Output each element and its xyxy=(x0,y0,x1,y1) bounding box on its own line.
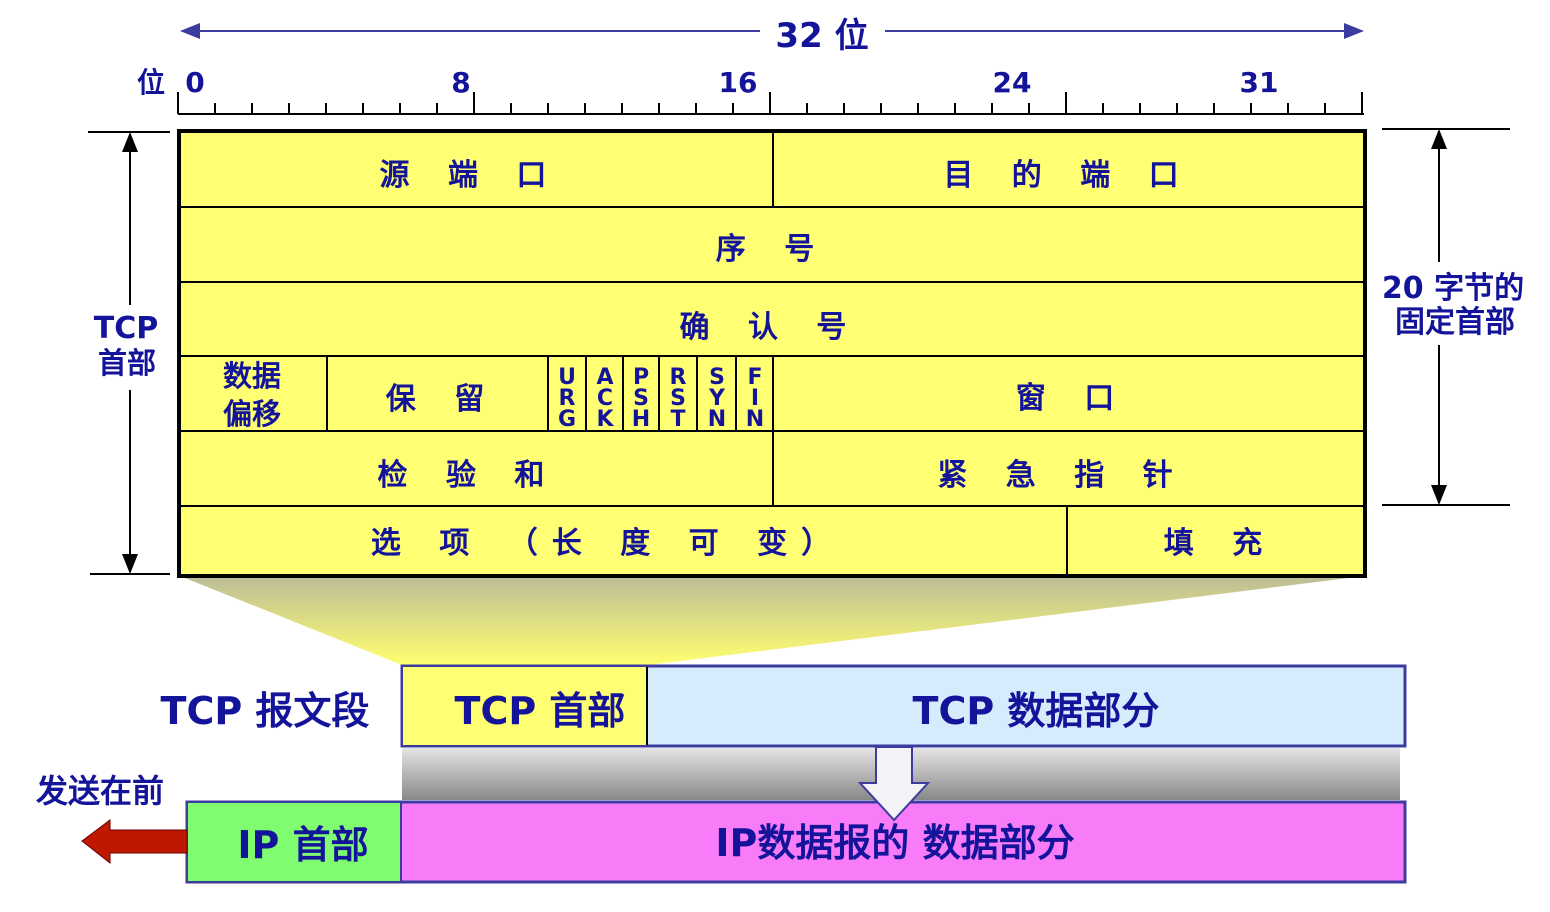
tick-label-16: 16 xyxy=(719,66,758,99)
field-options: 选 项 （长 度 可 变） xyxy=(371,526,845,561)
ip-header: IP 首部 xyxy=(237,823,368,867)
field-checksum: 检 验 和 xyxy=(378,458,559,493)
ip-data: IP数据报的 数据部分 xyxy=(715,821,1074,865)
tcp-header-table xyxy=(177,129,1367,578)
flag-letter: S xyxy=(633,386,649,411)
field-ack-number: 确 认 号 xyxy=(680,310,861,345)
flag-letter: S xyxy=(670,386,686,411)
fixed-header-extent: 20 字节的 固定首部 xyxy=(1382,128,1524,506)
field-data-offset-line2: 偏移 xyxy=(223,397,281,431)
flag-letter: C xyxy=(597,386,613,411)
field-sequence-number: 序 号 xyxy=(716,232,828,267)
field-window: 窗 口 xyxy=(1016,381,1128,416)
tcp-segment-label: TCP 报文段 xyxy=(161,689,370,733)
flag-letter: S xyxy=(709,365,725,390)
send-direction-arrow-icon xyxy=(81,819,188,865)
flag-letter: F xyxy=(747,365,762,390)
flag-letter: Y xyxy=(708,386,726,411)
flag-letter: N xyxy=(708,407,726,432)
flag-letter: U xyxy=(558,365,576,390)
field-dest-port: 目 的 端 口 xyxy=(943,158,1192,193)
flag-letter: G xyxy=(558,407,576,432)
flag-letter: P xyxy=(633,365,649,390)
zoom-funnel xyxy=(180,576,1365,665)
field-source-port: 源 端 口 xyxy=(380,158,561,193)
width-label: 32 位 xyxy=(775,16,868,56)
fixed-header-label-line2: 固定首部 xyxy=(1395,305,1515,340)
field-data-offset-line1: 数据 xyxy=(223,359,281,393)
field-reserved: 保 留 xyxy=(386,382,498,417)
flag-letter: R xyxy=(670,365,687,390)
flag-letter: T xyxy=(670,407,685,432)
bit-ruler: 位 0 8 16 24 31 xyxy=(137,66,1364,115)
tcp-segment-data: TCP 数据部分 xyxy=(913,689,1160,733)
header-field-labels: 源 端 口 目 的 端 口 序 号 确 认 号 数据 偏移 保 留 窗 口 检 … xyxy=(223,158,1276,561)
tick-label-24: 24 xyxy=(993,66,1032,99)
tcp-segment: TCP 报文段 TCP 首部 TCP 数据部分 xyxy=(161,664,1407,748)
flag-letter: R xyxy=(559,386,576,411)
tcp-segment-header: TCP 首部 xyxy=(455,689,626,733)
field-urgent-pointer: 紧 急 指 针 xyxy=(937,458,1186,493)
flag-letter: N xyxy=(746,407,764,432)
flag-letter: A xyxy=(596,365,613,390)
tcp-header-extent: TCP 首部 xyxy=(88,131,170,575)
tick-label-0: 0 xyxy=(185,66,204,99)
ip-datagram: IP 首部 IP数据报的 数据部分 发送在前 xyxy=(36,772,1407,884)
width-arrow: 32 位 xyxy=(180,16,1364,56)
bit-label: 位 xyxy=(137,66,165,99)
down-arrow-icon xyxy=(857,746,931,822)
tcp-header-label-line2: 首部 xyxy=(98,346,156,380)
flag-letter: K xyxy=(596,407,614,432)
tick-label-31: 31 xyxy=(1240,66,1279,99)
tick-label-8: 8 xyxy=(451,66,470,99)
field-padding: 填 充 xyxy=(1164,526,1276,561)
flag-letter: I xyxy=(751,386,759,411)
send-first-label: 发送在前 xyxy=(36,772,164,810)
flag-letter: H xyxy=(632,407,650,432)
tcp-header-label-line1: TCP xyxy=(94,311,158,346)
fixed-header-label-line1: 20 字节的 xyxy=(1382,271,1524,306)
